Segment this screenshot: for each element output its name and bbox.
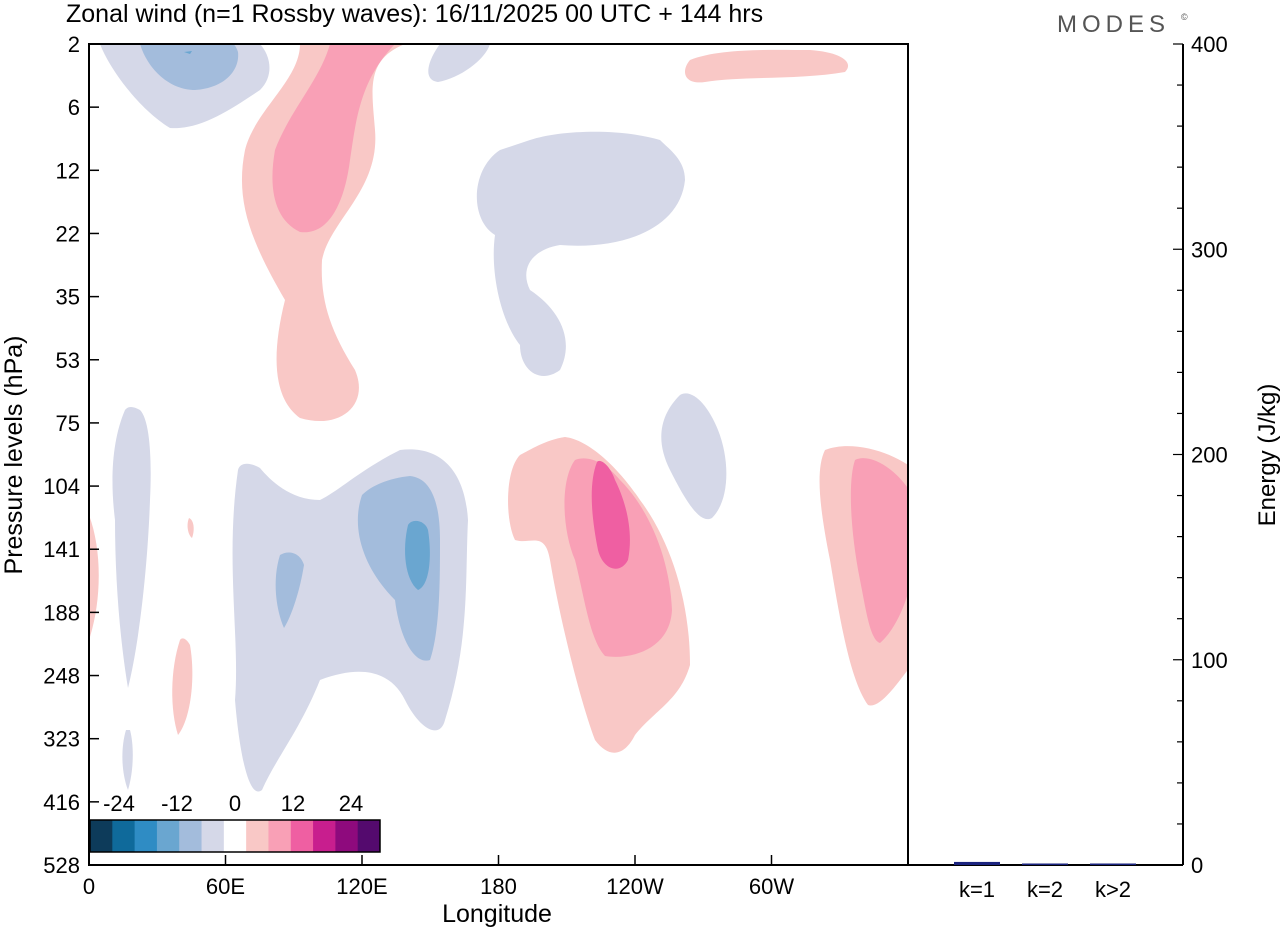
colorbar-swatch: [246, 820, 269, 852]
colorbar: -24 -12 0 12 24: [89, 791, 381, 853]
y-tick-label: 141: [43, 537, 80, 562]
x-tick-label: 120W: [606, 874, 664, 899]
x-tick-label: 60W: [749, 874, 794, 899]
energy-category-label: k>2: [1095, 877, 1131, 902]
y-axis-label: Pressure levels (hPa): [0, 336, 28, 575]
colorbar-swatch: [90, 820, 113, 852]
contour-negative: [476, 131, 685, 376]
contour-negative: [140, 44, 239, 90]
colorbar-swatch: [201, 820, 225, 852]
contour-positive: [187, 518, 194, 538]
brand-logo: MODES: [1057, 11, 1170, 38]
contour-positive: [330, 44, 395, 97]
colorbar-swatch: [335, 820, 359, 852]
colorbar-swatch: [313, 820, 336, 852]
y-tick-label: 53: [56, 348, 80, 373]
energy-tick-label: 100: [1191, 648, 1228, 673]
x-axis: 0 60E 120E 180 120W 60W: [83, 855, 794, 899]
energy-tick-label: 0: [1191, 853, 1203, 878]
contour-negative: [275, 552, 304, 628]
colorbar-label: 12: [281, 791, 305, 816]
colorbar-swatch: [223, 820, 247, 852]
contour-negative: [405, 520, 430, 590]
y-tick-label: 2: [68, 32, 80, 57]
contour-negative: [184, 51, 192, 54]
energy-bar: [1090, 863, 1136, 865]
contour-positive: [591, 460, 630, 569]
contour-negative: [122, 730, 133, 790]
energy-axis-label: Energy (J/kg): [1254, 384, 1280, 527]
colorbar-frame: [89, 819, 381, 853]
brand-mark: ©: [1181, 12, 1188, 22]
energy-y-axis: 0 100 200 300 400: [1173, 32, 1228, 878]
energy-bar: [1022, 863, 1068, 865]
contour-positive: [272, 44, 395, 233]
y-tick-label: 248: [43, 664, 80, 689]
contour-positive: [685, 49, 849, 83]
y-tick-label: 6: [68, 95, 80, 120]
energy-bar: [954, 861, 1000, 865]
y-tick-label: 75: [56, 411, 80, 436]
x-tick-label: 120E: [336, 874, 387, 899]
colorbar-swatch: [290, 820, 314, 852]
y-tick-label: 188: [43, 600, 80, 625]
colorbar-swatch: [134, 820, 158, 852]
y-tick-label: 323: [43, 727, 80, 752]
y-tick-label: 12: [56, 158, 80, 183]
contour-negative: [428, 44, 490, 82]
y-tick-label: 22: [56, 221, 80, 246]
energy-tick-label: 400: [1191, 32, 1228, 57]
energy-bars: k=1 k=2 k>2: [954, 861, 1136, 902]
contour-field: [89, 44, 908, 792]
y-tick-label: 528: [43, 853, 80, 878]
y-tick-label: 35: [56, 285, 80, 310]
colorbar-swatch: [112, 820, 136, 852]
colorbar-swatch: [268, 820, 292, 852]
colorbar-label: -12: [161, 791, 193, 816]
colorbar-swatch: [179, 820, 203, 852]
energy-category-label: k=1: [959, 877, 995, 902]
colorbar-swatch: [156, 820, 180, 852]
colorbar-swatch: [357, 820, 381, 852]
y-tick-label: 104: [43, 474, 80, 499]
x-tick-label: 60E: [206, 874, 245, 899]
contour-positive: [850, 458, 908, 643]
x-tick-label: 180: [480, 874, 517, 899]
contour-positive: [89, 515, 99, 640]
energy-tick-label: 300: [1191, 237, 1228, 262]
contour-positive: [172, 638, 193, 735]
chart-title: Zonal wind (n=1 Rossby waves): 16/11/202…: [66, 0, 763, 28]
y-tick-label: 416: [43, 790, 80, 815]
y-axis-left: 2 6 12 22 35 53 75 104 141 188 248 323 416 528: [43, 32, 99, 878]
energy-tick-label: 200: [1191, 443, 1228, 468]
colorbar-label: -24: [103, 791, 135, 816]
x-tick-label: 0: [83, 874, 95, 899]
colorbar-label: 24: [339, 791, 363, 816]
x-axis-label: Longitude: [442, 900, 552, 928]
contour-negative: [112, 407, 151, 688]
colorbar-label: 0: [229, 791, 241, 816]
energy-category-label: k=2: [1027, 877, 1063, 902]
contour-negative: [661, 393, 727, 520]
